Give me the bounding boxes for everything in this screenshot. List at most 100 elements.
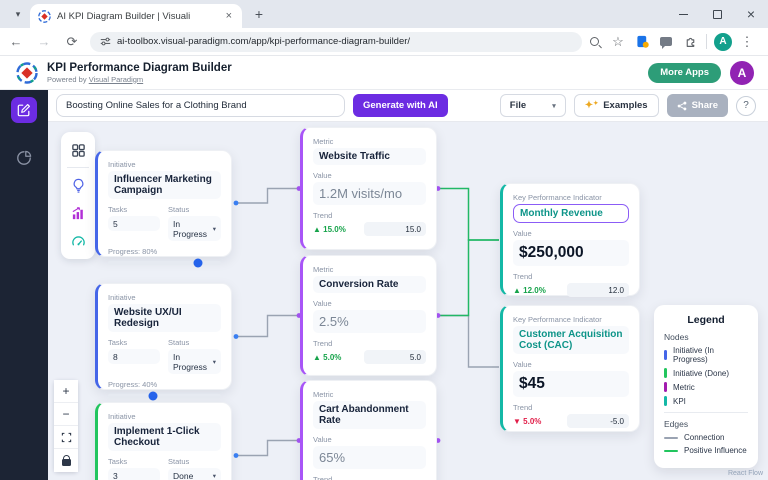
tasks-input[interactable]: 3 [108, 468, 160, 480]
speech-bubble-icon [660, 37, 672, 49]
maximize-button[interactable] [700, 0, 734, 28]
help-button[interactable]: ? [736, 95, 756, 116]
new-tab-button[interactable]: + [254, 6, 264, 22]
kpi-card-monthly-revenue[interactable]: Key Performance Indicator Monthly Revenu… [500, 183, 640, 297]
more-apps-button[interactable]: More Apps [648, 62, 721, 83]
trend-value-input[interactable]: 5.0 [364, 350, 426, 364]
saved-tab-icon[interactable] [630, 30, 654, 54]
app-user-avatar[interactable]: A [730, 60, 754, 85]
generate-with-ai-button[interactable]: Generate with AI [353, 94, 448, 117]
lock-button[interactable] [54, 449, 78, 472]
reports-button[interactable] [11, 145, 37, 171]
add-metric-button[interactable] [69, 204, 87, 222]
reload-button[interactable]: ⟳ [66, 33, 78, 49]
initiative-card-uxui-redesign[interactable]: Initiative Website UX/UI Redesign Tasks … [95, 283, 232, 401]
edge-connection-initiative3-metric3[interactable] [236, 439, 299, 457]
metric-card-website-traffic[interactable]: Metric Website Traffic Value 1.2M visits… [300, 127, 437, 250]
value-label: Value [313, 435, 332, 444]
browser-profile-avatar[interactable]: A [711, 30, 735, 54]
trend-indicator: ▲ 15.0% [313, 224, 346, 234]
kpi-value-input[interactable]: $250,000 [513, 240, 629, 266]
edges-layer [233, 186, 499, 458]
progress-slider[interactable] [108, 258, 221, 268]
kpi-card-cac[interactable]: Key Performance Indicator Customer Acqui… [500, 305, 640, 432]
layout-grid-button[interactable] [69, 141, 87, 159]
slider-thumb[interactable] [148, 391, 158, 401]
palette-divider [67, 167, 89, 168]
pencil-square-icon [17, 104, 30, 117]
tab-search-icon[interactable]: ▾ [15, 8, 21, 19]
tasks-label: Tasks [108, 205, 128, 214]
close-window-button[interactable]: × [746, 6, 756, 22]
initiative-title-input[interactable]: Website UX/UI Redesign [108, 304, 221, 332]
browser-tab[interactable]: AI KPI Diagram Builder | Visuali × [30, 4, 242, 28]
metric-value-input[interactable]: 2.5% [313, 310, 426, 333]
status-select[interactable]: Done ▾ [168, 468, 221, 480]
site-settings-icon[interactable] [100, 36, 111, 47]
comment-icon[interactable] [654, 30, 678, 54]
edge-positive-metric1-kpi1[interactable] [438, 187, 499, 241]
initiative-title-input[interactable]: Influencer Marketing Campaign [108, 171, 221, 199]
file-menu[interactable]: File ▾ [499, 94, 566, 117]
diagram-canvas[interactable]: + − Initiative Influencer Marketing Camp… [48, 122, 768, 480]
edge-connection-metric2-kpi2[interactable] [438, 314, 499, 368]
trend-value-input[interactable]: 12.0 [567, 283, 629, 297]
prompt-input[interactable] [56, 94, 345, 117]
extensions-button[interactable] [678, 30, 702, 54]
bookmark-star-button[interactable]: ☆ [612, 33, 624, 49]
status-select[interactable]: In Progress ▾ [168, 216, 221, 241]
handle-initiative3-source[interactable] [233, 453, 239, 458]
zoom-page-icon[interactable] [582, 30, 606, 54]
edit-mode-button[interactable] [11, 97, 37, 123]
zoom-in-button[interactable]: + [54, 380, 78, 403]
add-initiative-button[interactable] [69, 176, 87, 194]
metric-card-conversion-rate[interactable]: Metric Conversion Rate Value 2.5% Trend … [300, 255, 437, 376]
initiative-card-influencer-marketing[interactable]: Initiative Influencer Marketing Campaign… [95, 150, 232, 268]
metric-title-input[interactable]: Website Traffic [313, 148, 426, 165]
edge-connection-initiative2-metric2[interactable] [236, 314, 299, 338]
metric-title-input[interactable]: Conversion Rate [313, 276, 426, 293]
initiative-card-1click-checkout[interactable]: Initiative Implement 1-Click Checkout Ta… [95, 402, 232, 480]
node-type-label: Metric [313, 390, 334, 399]
tasks-input[interactable]: 8 [108, 349, 160, 364]
favicon-visual-paradigm [38, 9, 51, 23]
visual-paradigm-link[interactable]: Visual Paradigm [88, 74, 144, 84]
zoom-out-button[interactable]: − [54, 403, 78, 426]
minimize-button[interactable] [666, 0, 700, 28]
fit-view-button[interactable] [54, 426, 78, 449]
status-select[interactable]: In Progress ▾ [168, 349, 221, 374]
node-type-label: Key Performance Indicator [513, 193, 602, 202]
kpi-title-input[interactable]: Monthly Revenue [513, 204, 629, 223]
edge-connection-initiative1-metric1[interactable] [236, 187, 299, 204]
visual-paradigm-logo [16, 61, 38, 84]
node-type-label: Key Performance Indicator [513, 315, 602, 324]
share-button[interactable]: Share [666, 94, 728, 117]
tab-close-icon[interactable]: × [225, 9, 232, 22]
metric-value-input[interactable]: 65% [313, 446, 426, 469]
handle-initiative1-source[interactable] [233, 200, 239, 206]
browser-menu-button[interactable]: ⋮ [740, 33, 754, 49]
examples-button[interactable]: ✦✦ Examples [573, 94, 659, 117]
tasks-label: Tasks [108, 338, 128, 347]
kpi-title-input[interactable]: Customer Acquisition Cost (CAC) [513, 326, 629, 354]
slider-thumb[interactable] [193, 258, 203, 268]
handle-initiative2-source[interactable] [233, 334, 239, 339]
trend-value-input[interactable]: 15.0 [364, 222, 426, 236]
add-kpi-button[interactable] [69, 232, 87, 250]
progress-slider[interactable] [108, 391, 221, 401]
kpi-value-input[interactable]: $45 [513, 371, 629, 397]
edge-positive-metric2-kpi1[interactable] [438, 239, 499, 317]
trend-value-input[interactable]: -5.0 [567, 414, 629, 428]
progress-label: Progress: 40% [108, 380, 158, 389]
omnibox[interactable]: ai-toolbox.visual-paradigm.com/app/kpi-p… [90, 31, 582, 52]
metric-card-cart-abandonment[interactable]: Metric Cart Abandonment Rate Value 65% T… [300, 380, 437, 480]
canvas-controls: + − [54, 380, 78, 472]
forward-button[interactable]: → [37, 34, 51, 49]
trend-indicator: ▲ 12.0% [513, 285, 546, 295]
metric-title-input[interactable]: Cart Abandonment Rate [313, 401, 426, 429]
initiative-title-input[interactable]: Implement 1-Click Checkout [108, 423, 221, 451]
back-button[interactable]: ← [9, 34, 23, 49]
node-type-label: Initiative [108, 412, 136, 421]
metric-value-input[interactable]: 1.2M visits/mo [313, 182, 426, 205]
tasks-input[interactable]: 5 [108, 216, 160, 231]
